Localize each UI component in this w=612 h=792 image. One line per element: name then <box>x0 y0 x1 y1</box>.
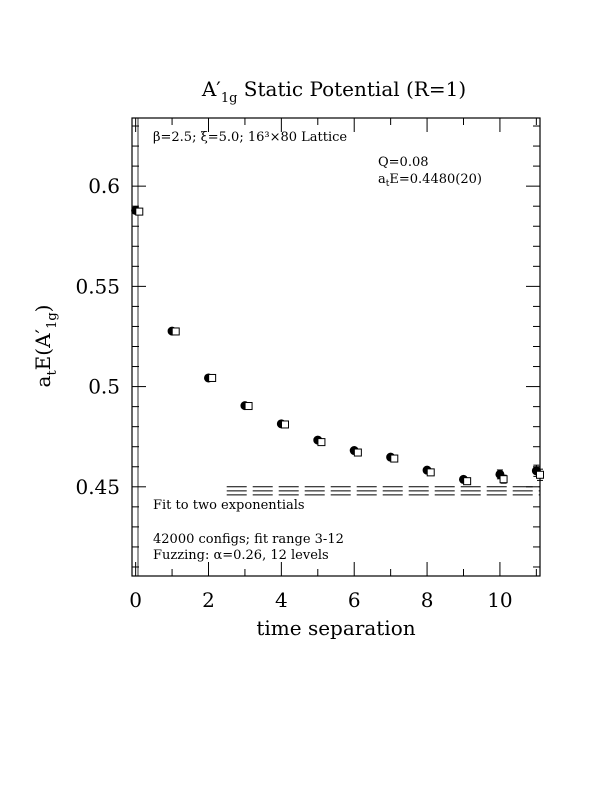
y-tick-label: 0.55 <box>75 274 120 298</box>
x-axis-label: time separation <box>256 616 415 640</box>
plot-frame <box>131 117 541 577</box>
axis-tick-labels: 0 2 4 6 8 10 0.45 0.5 0.55 0.6 <box>75 174 512 612</box>
data-point-open <box>244 402 253 411</box>
chart-title: A′1g Static Potential (R=1) <box>201 77 466 106</box>
x-tick-label: 0 <box>129 588 142 612</box>
data-point-open <box>171 327 180 336</box>
energy-value: E=0.4480(20) <box>389 172 482 187</box>
lattice-annotation: β=2.5; ξ=5.0; 16³×80 Lattice <box>153 130 347 145</box>
x-tick-label: 4 <box>275 588 288 612</box>
data-point-open <box>536 470 544 479</box>
data-point-open <box>426 468 435 477</box>
y-tick-label: 0.5 <box>88 375 120 399</box>
title-main: A <box>201 77 217 101</box>
y-tick-label: 0.45 <box>75 475 120 499</box>
fit-label: Fit to two exponentials <box>153 498 305 513</box>
x-tick-label: 6 <box>348 588 361 612</box>
data-point-open <box>463 477 472 486</box>
data-points <box>131 205 544 486</box>
title-rest: Static Potential (R=1) <box>237 77 466 101</box>
x-tick-label: 2 <box>202 588 215 612</box>
data-point-open <box>499 475 508 484</box>
axis-ticks <box>132 118 540 576</box>
data-point-open <box>208 373 217 382</box>
x-tick-label: 8 <box>421 588 434 612</box>
ylabel-mid: E(A <box>31 333 55 370</box>
ylabel-subscript-t: t <box>45 370 60 376</box>
energy-annotation: atE=0.4480(20) <box>378 172 482 189</box>
ylabel-prefix: a <box>31 375 55 387</box>
ylabel-close: ) <box>31 305 55 313</box>
configs-annotation: 42000 configs; fit range 3-12 <box>153 532 344 547</box>
title-subscript: 1g <box>221 91 238 106</box>
energy-subscript: t <box>386 179 390 189</box>
q-annotation: Q=0.08 <box>378 155 429 170</box>
x-tick-label: 10 <box>487 588 512 612</box>
y-tick-label: 0.6 <box>88 174 120 198</box>
fit-lines <box>226 486 540 496</box>
data-point-open <box>390 454 399 463</box>
title-prime: ′ <box>216 77 221 101</box>
fuzzing-annotation: Fuzzing: α=0.26, 12 levels <box>153 548 329 563</box>
y-axis-label: atE(A′1g) <box>31 305 60 388</box>
data-point-open <box>135 207 144 216</box>
data-point-open <box>353 448 362 457</box>
data-point-open <box>317 438 326 447</box>
ylabel-prime: ′ <box>31 328 55 333</box>
energy-prefix: a <box>378 172 386 187</box>
ylabel-subscript: 1g <box>45 312 60 329</box>
data-point-open <box>281 420 289 429</box>
